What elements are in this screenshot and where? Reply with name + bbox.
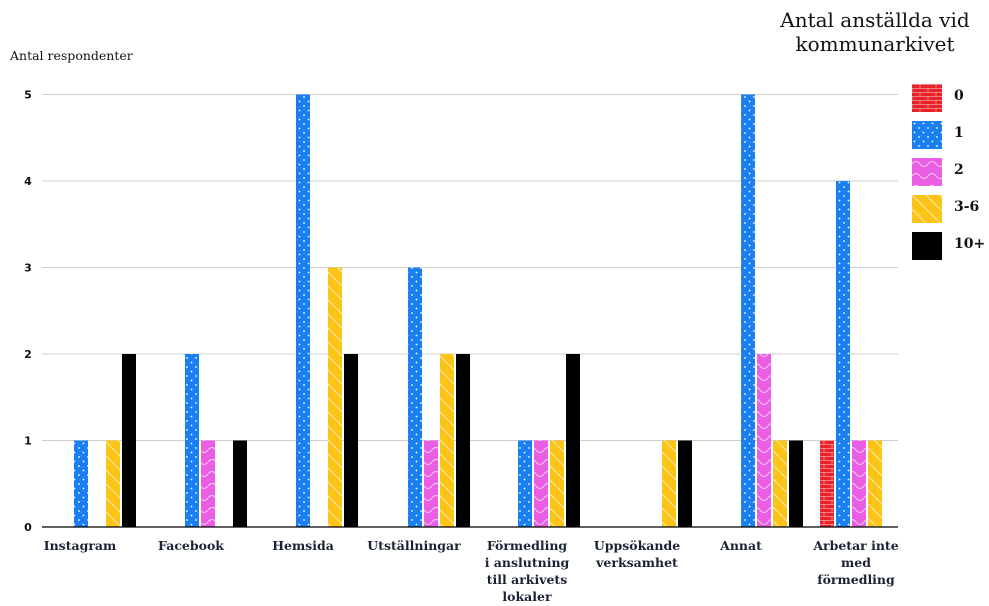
bar-annat-series-10+ xyxy=(789,440,803,527)
legend-swatch xyxy=(912,195,942,223)
bar-utställningar-series-3-6 xyxy=(440,354,454,527)
y-tick-label: 0 xyxy=(24,521,32,534)
legend-swatch xyxy=(912,121,942,149)
bar-instagram-series-10+ xyxy=(122,354,136,527)
bars-group xyxy=(74,94,882,527)
x-tick-label: Facebook xyxy=(158,538,224,553)
x-tick-label: Instagram xyxy=(44,538,117,553)
bar-annat-series-1 xyxy=(741,94,755,527)
bar-instagram-series-3-6 xyxy=(106,440,120,527)
bar-hemsida-series-1 xyxy=(296,94,310,527)
x-tick-label: Uppsökande verksamhet xyxy=(594,538,680,570)
legend-label: 0 xyxy=(954,88,964,104)
x-tick-label: Hemsida xyxy=(272,538,334,553)
bar-arbetar-inte-med-förmedling-series-1 xyxy=(836,181,850,527)
legend-label: 3-6 xyxy=(954,199,980,215)
bar-facebook-series-1 xyxy=(185,354,199,527)
bar-förmedling-i-anslutning-till-arkivets-lokaler-series-2 xyxy=(534,440,548,527)
bar-arbetar-inte-med-förmedling-series-2 xyxy=(852,440,866,527)
legend-swatch xyxy=(912,232,942,260)
bar-hemsida-series-3-6 xyxy=(328,267,342,527)
y-tick-label: 1 xyxy=(24,435,32,448)
bar-utställningar-series-10+ xyxy=(456,354,470,527)
x-tick-label: Annat xyxy=(719,538,762,553)
bar-annat-series-2 xyxy=(757,354,771,527)
x-tick-label: Förmedling i anslutning till arkivets lokal… xyxy=(485,538,570,604)
bar-förmedling-i-anslutning-till-arkivets-lokaler-series-1 xyxy=(518,440,532,527)
y-tick-label: 2 xyxy=(24,348,32,361)
legend-swatch xyxy=(912,158,942,186)
axis-group: 0 1 2 3 4 5 Instagram Facebook Hemsida Utställnin… xyxy=(24,89,899,605)
bar-arbetar-inte-med-förmedling-series-3-6 xyxy=(868,440,882,527)
bar-arbetar-inte-med-förmedling-series-0 xyxy=(820,440,834,527)
bar-hemsida-series-10+ xyxy=(344,354,358,527)
bar-annat-series-3-6 xyxy=(773,440,787,527)
y-tick-label: 3 xyxy=(24,262,32,275)
legend-label: 1 xyxy=(954,125,964,141)
y-tick-label: 4 xyxy=(24,175,32,188)
bar-facebook-series-10+ xyxy=(233,440,247,527)
x-tick-label: Utställningar xyxy=(367,538,461,553)
bar-uppsökande-verksamhet-series-10+ xyxy=(678,440,692,527)
y-tick-label: 5 xyxy=(24,89,32,102)
bar-instagram-series-1 xyxy=(74,440,88,527)
legend-label: 2 xyxy=(954,162,964,178)
y-axis-label: Antal respondenter xyxy=(10,48,133,63)
bar-uppsökande-verksamhet-series-3-6 xyxy=(662,440,676,527)
legend-label: 10+ xyxy=(954,236,986,252)
bar-utställningar-series-1 xyxy=(408,267,422,527)
bar-utställningar-series-2 xyxy=(424,440,438,527)
bar-förmedling-i-anslutning-till-arkivets-lokaler-series-10+ xyxy=(566,354,580,527)
grid-lines xyxy=(42,94,898,441)
legend-title: Antal anställda vid kommunarkivet xyxy=(780,8,970,56)
legend-swatch xyxy=(912,84,942,112)
x-tick-label: Arbetar inte med förmedling xyxy=(812,538,898,587)
bar-förmedling-i-anslutning-till-arkivets-lokaler-series-3-6 xyxy=(550,440,564,527)
bar-facebook-series-2 xyxy=(201,440,215,527)
